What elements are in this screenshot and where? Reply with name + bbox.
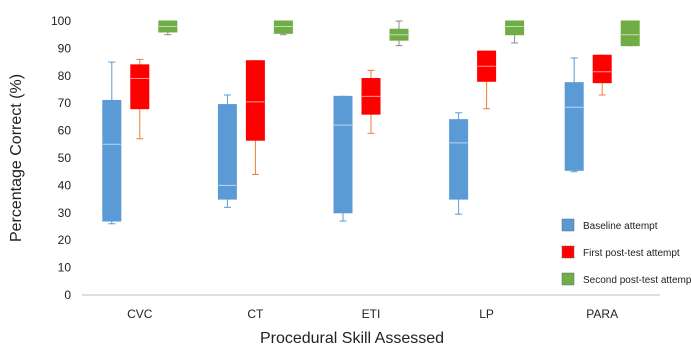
y-tick-label: 30 — [58, 206, 72, 220]
box-iqr — [564, 82, 584, 171]
box-para-3 — [620, 20, 640, 47]
x-axis-ticks: CVC CT ETI LP PARA — [127, 307, 618, 321]
y-tick-label: 40 — [58, 178, 72, 192]
box-para-2 — [592, 54, 612, 96]
box-iqr — [592, 54, 612, 84]
box-series — [102, 20, 640, 225]
legend-label: Baseline attempt — [583, 221, 658, 232]
box-iqr — [130, 64, 150, 110]
legend-label: Second post-test attempt — [583, 275, 691, 286]
box-eti-2 — [361, 69, 381, 134]
x-tick-label: LP — [479, 307, 494, 321]
y-tick-label: 100 — [51, 14, 71, 28]
box-iqr — [333, 95, 353, 214]
y-tick-label: 20 — [58, 233, 72, 247]
box-iqr — [449, 119, 469, 200]
legend-swatch — [561, 218, 575, 232]
box-ct-3 — [273, 20, 293, 36]
y-tick-label: 70 — [58, 96, 72, 110]
y-tick-label: 80 — [58, 69, 72, 83]
box-iqr — [245, 60, 265, 141]
box-lp-3 — [505, 20, 525, 44]
box-iqr — [505, 20, 525, 36]
box-para-1 — [564, 57, 584, 173]
legend-label: First post-test attempt — [583, 248, 680, 259]
box-iqr — [273, 20, 293, 34]
box-lp-2 — [477, 50, 497, 110]
box-cvc-3 — [158, 20, 178, 36]
y-axis-title: Percentage Correct (%) — [8, 74, 25, 242]
y-tick-label: 10 — [58, 261, 72, 275]
legend-swatch — [561, 245, 575, 259]
x-tick-label: PARA — [586, 307, 618, 321]
box-cvc-1 — [102, 61, 122, 225]
box-ct-2 — [245, 60, 265, 175]
box-cvc-2 — [130, 58, 150, 140]
box-ct-1 — [217, 94, 237, 208]
x-tick-label: CVC — [127, 307, 153, 321]
x-axis-title: Procedural Skill Assessed — [260, 330, 444, 347]
box-lp-1 — [449, 112, 469, 215]
box-iqr — [217, 104, 237, 200]
box-iqr — [102, 99, 122, 222]
legend: Baseline attempt First post-test attempt S… — [561, 218, 691, 286]
y-tick-label: 50 — [58, 151, 72, 165]
y-axis-ticks: 0 10 20 30 40 50 60 70 80 90 100 — [51, 14, 71, 302]
box-eti-1 — [333, 95, 353, 222]
y-tick-label: 0 — [64, 288, 71, 302]
legend-item: First post-test attempt — [561, 245, 680, 259]
y-tick-label: 90 — [58, 41, 72, 55]
legend-item: Baseline attempt — [561, 218, 658, 232]
box-iqr — [620, 20, 640, 47]
x-tick-label: ETI — [362, 307, 381, 321]
y-tick-label: 60 — [58, 124, 72, 138]
x-tick-label: CT — [247, 307, 264, 321]
legend-item: Second post-test attempt — [561, 272, 691, 286]
box-eti-3 — [389, 20, 409, 47]
legend-swatch — [561, 272, 575, 286]
